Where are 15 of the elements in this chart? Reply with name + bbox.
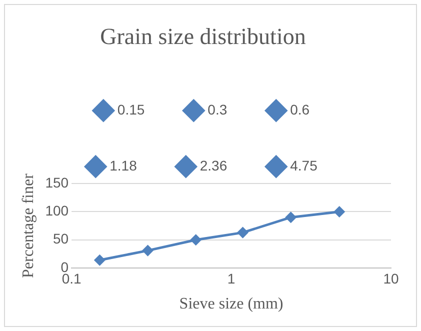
y-tick-label: 100 <box>45 202 69 219</box>
chart-title: Grain size distribution <box>100 24 306 49</box>
legend-label: 2.36 <box>200 157 228 174</box>
legend-label: 0.3 <box>208 101 228 118</box>
legend-label: 0.6 <box>290 101 310 118</box>
x-tick-label: 10 <box>383 270 399 286</box>
legend-label: 4.75 <box>290 157 318 174</box>
x-tick-label: 1 <box>227 270 236 286</box>
y-tick-label: 150 <box>45 174 69 190</box>
y-tick-label: 0 <box>60 258 69 275</box>
y-tick-label: 50 <box>52 230 69 247</box>
x-axis-title: Sieve size (mm) <box>179 296 284 313</box>
legend-label: 1.18 <box>110 157 138 174</box>
legend-label: 0.15 <box>117 101 145 118</box>
y-axis-title: Percentage finer <box>20 172 37 278</box>
